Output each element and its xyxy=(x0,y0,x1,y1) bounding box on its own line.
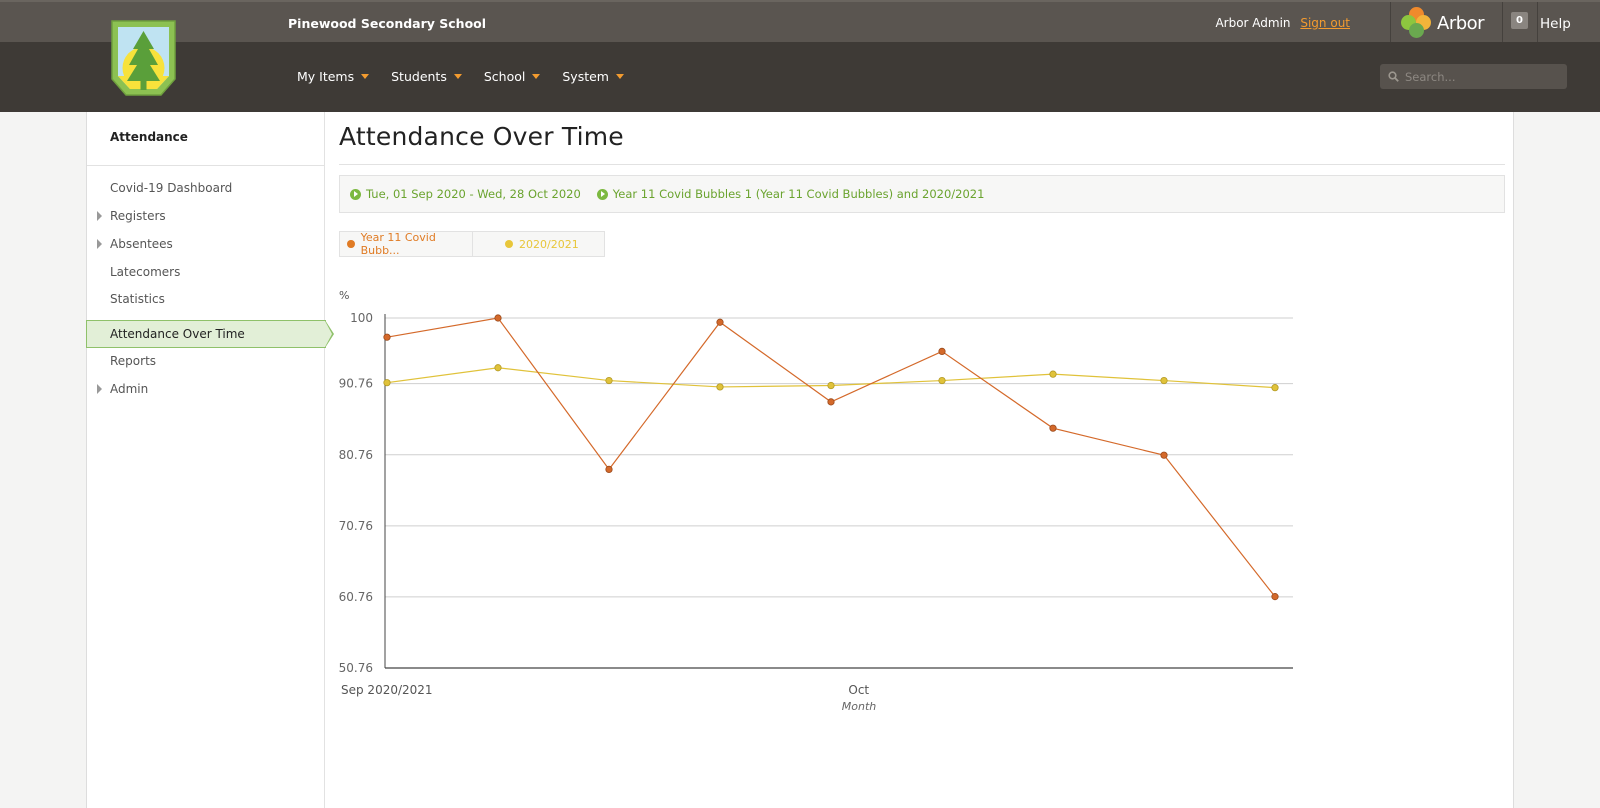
data-point xyxy=(1271,384,1279,392)
help-link[interactable]: Help xyxy=(1540,16,1571,32)
sidebar-item-covid-dashboard[interactable]: Covid-19 Dashboard xyxy=(87,174,324,202)
data-point xyxy=(605,465,613,474)
notification-badge: 0 xyxy=(1511,12,1528,29)
sidebar-item-label: Registers xyxy=(110,209,166,223)
data-point xyxy=(716,383,724,391)
legend-item-series-1[interactable]: Year 11 Covid Bubb... xyxy=(339,231,473,257)
caret-down-icon xyxy=(615,74,624,79)
data-point xyxy=(716,318,724,326)
data-point xyxy=(1160,451,1168,459)
user-area: Arbor Admin Sign out xyxy=(1215,16,1350,30)
legend-label: 2020/2021 xyxy=(519,237,579,251)
sidebar-item-statistics[interactable]: Statistics xyxy=(87,285,324,313)
sidebar-item-admin[interactable]: Admin xyxy=(87,375,324,403)
expand-arrow-icon xyxy=(97,239,102,249)
nav-system[interactable]: System xyxy=(562,69,624,84)
main-menu: My Items Students School System xyxy=(297,69,624,84)
data-point xyxy=(1049,424,1057,432)
page-container: Attendance Covid-19 Dashboard Registers … xyxy=(86,112,1514,808)
school-crest-logo[interactable] xyxy=(110,19,177,97)
top-bar: Pinewood Secondary School Arbor Admin Si… xyxy=(0,0,1600,44)
series-line xyxy=(386,317,1276,598)
data-point xyxy=(1271,593,1279,601)
caret-down-icon xyxy=(532,74,541,79)
nav-bar: My Items Students School System xyxy=(0,42,1600,112)
page-title: Attendance Over Time xyxy=(339,122,624,151)
y-tick-label: 80.76 xyxy=(339,448,373,462)
chart-legend: Year 11 Covid Bubb... 2020/2021 xyxy=(339,231,605,257)
sidebar-item-absentees[interactable]: Absentees xyxy=(87,230,324,258)
data-point xyxy=(827,398,835,406)
expand-arrow-icon xyxy=(97,384,102,394)
sidebar-item-label: Absentees xyxy=(110,237,173,251)
sidebar-item-reports[interactable]: Reports xyxy=(87,347,324,375)
legend-label: Year 11 Covid Bubb... xyxy=(360,231,436,257)
filter-label: Year 11 Covid Bubbles 1 (Year 11 Covid B… xyxy=(612,187,985,201)
arbor-brand: Arbor xyxy=(1437,12,1485,34)
x-tick-label: Oct xyxy=(848,683,869,697)
data-point xyxy=(1160,376,1168,385)
sidebar-item-label: Attendance Over Time xyxy=(110,327,245,341)
x-axis-label: Month xyxy=(842,700,877,713)
data-point xyxy=(938,347,946,356)
play-icon xyxy=(596,188,608,200)
filter-label: Tue, 01 Sep 2020 - Wed, 28 Oct 2020 xyxy=(366,187,581,201)
nav-students[interactable]: Students xyxy=(391,69,462,84)
y-axis-label: % xyxy=(339,289,349,302)
nav-label: System xyxy=(562,69,609,84)
x-tick-label: Sep 2020/2021 xyxy=(341,683,433,697)
y-tick-label: 70.76 xyxy=(339,519,373,533)
search-icon xyxy=(1388,71,1399,82)
caret-down-icon xyxy=(361,74,370,79)
nav-label: Students xyxy=(391,69,447,84)
search-box xyxy=(1380,64,1567,89)
attendance-line-chart: %100 90.76 80.76 70.76 60.76 50.76 Sep 2020/20… xyxy=(339,289,1293,713)
data-point xyxy=(605,376,613,385)
sidebar-item-registers[interactable]: Registers xyxy=(87,202,324,230)
date-range-filter[interactable]: Tue, 01 Sep 2020 - Wed, 28 Oct 2020 xyxy=(350,187,581,201)
sidebar-heading[interactable]: Attendance xyxy=(87,112,324,166)
sidebar: Attendance Covid-19 Dashboard Registers … xyxy=(86,112,334,808)
sidebar-item-label: Admin xyxy=(110,382,149,396)
y-tick-label: 50.76 xyxy=(339,661,373,675)
y-tick-label: 100 xyxy=(350,311,373,325)
nav-label: School xyxy=(483,69,526,84)
data-point xyxy=(494,364,502,372)
sign-out-link[interactable]: Sign out xyxy=(1300,16,1350,30)
sidebar-item-label: Covid-19 Dashboard xyxy=(110,181,233,195)
expand-arrow-icon xyxy=(97,211,102,221)
legend-dot-icon xyxy=(505,240,513,248)
data-point xyxy=(494,314,502,322)
data-point xyxy=(827,381,835,390)
data-point xyxy=(383,379,391,387)
school-name[interactable]: Pinewood Secondary School xyxy=(288,16,487,31)
sidebar-item-latecomers[interactable]: Latecomers xyxy=(87,258,324,286)
nav-label: My Items xyxy=(297,69,355,84)
sidebar-item-attendance-over-time[interactable]: Attendance Over Time xyxy=(86,320,334,348)
data-point xyxy=(1049,370,1057,378)
nav-school[interactable]: School xyxy=(484,69,541,84)
main-content: Attendance Over Time Tue, 01 Sep 2020 - … xyxy=(339,112,1505,808)
y-tick-label: 60.76 xyxy=(339,590,373,604)
arbor-logo[interactable]: Arbor xyxy=(1390,2,1503,44)
user-name: Arbor Admin xyxy=(1215,16,1291,30)
data-point xyxy=(938,376,946,385)
sidebar-item-label: Latecomers xyxy=(110,265,181,279)
legend-dot-icon xyxy=(347,240,355,248)
y-tick-label: 90.76 xyxy=(339,377,373,391)
divider xyxy=(339,164,1505,165)
group-filter[interactable]: Year 11 Covid Bubbles 1 (Year 11 Covid B… xyxy=(596,187,985,201)
nav-my-items[interactable]: My Items xyxy=(297,69,370,84)
legend-item-series-2[interactable]: 2020/2021 xyxy=(472,231,605,257)
notifications-button[interactable]: 0 xyxy=(1502,2,1538,44)
sidebar-item-label: Statistics xyxy=(110,292,165,306)
search-input[interactable] xyxy=(1405,69,1555,84)
play-icon xyxy=(350,188,361,200)
arbor-logo-icon xyxy=(1401,7,1433,39)
data-point xyxy=(383,333,391,341)
filter-bar: Tue, 01 Sep 2020 - Wed, 28 Oct 2020 Year… xyxy=(339,175,1505,213)
caret-down-icon xyxy=(453,74,462,79)
sidebar-item-label: Reports xyxy=(110,354,157,368)
